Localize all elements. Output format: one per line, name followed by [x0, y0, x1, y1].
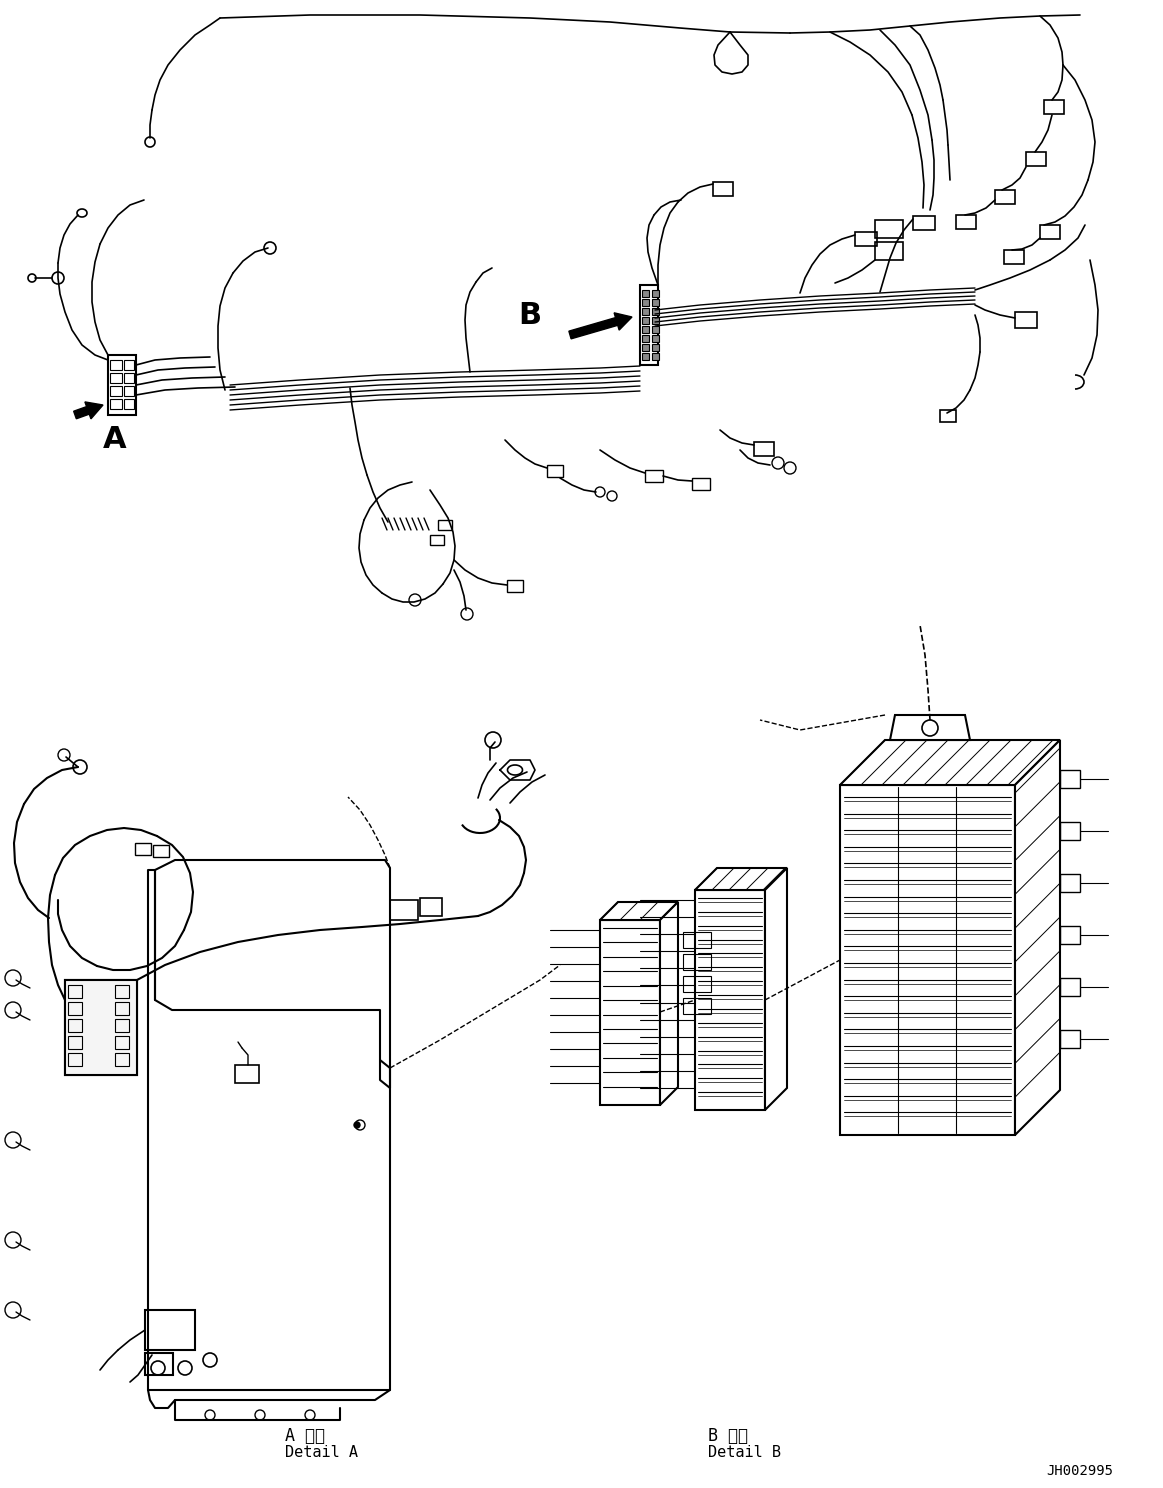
Bar	[124, 399, 134, 409]
Bar	[110, 399, 122, 409]
Bar	[956, 214, 976, 229]
Bar	[652, 344, 659, 351]
Bar	[1015, 312, 1037, 327]
Bar	[420, 897, 442, 917]
Bar	[507, 580, 523, 592]
Bar	[115, 985, 129, 998]
Bar	[145, 1353, 173, 1375]
Polygon shape	[840, 740, 1059, 786]
Bar	[1004, 250, 1023, 263]
Bar	[1059, 1030, 1080, 1048]
Bar	[1040, 225, 1059, 240]
Bar	[67, 1001, 83, 1015]
Polygon shape	[695, 890, 765, 1110]
Bar	[235, 1065, 259, 1083]
Text: Detail A: Detail A	[285, 1445, 358, 1460]
Bar	[1059, 926, 1080, 943]
Bar	[640, 286, 658, 365]
Bar	[875, 243, 902, 260]
Bar	[110, 373, 122, 382]
Bar	[683, 976, 711, 992]
Bar	[547, 464, 563, 478]
Bar	[115, 1036, 129, 1049]
Bar	[652, 308, 659, 315]
Bar	[1044, 100, 1064, 115]
Bar	[713, 182, 733, 196]
Polygon shape	[695, 868, 787, 890]
Bar	[855, 232, 877, 246]
Bar	[683, 998, 711, 1013]
Text: B: B	[519, 301, 542, 329]
Bar	[1059, 978, 1080, 995]
Bar	[135, 844, 151, 856]
Bar	[754, 442, 775, 455]
Bar	[1059, 873, 1080, 891]
Bar	[940, 411, 956, 423]
Text: JH002995: JH002995	[1047, 1464, 1113, 1478]
Bar	[642, 299, 649, 307]
Bar	[642, 335, 649, 342]
Polygon shape	[600, 902, 678, 920]
Text: A: A	[104, 426, 127, 454]
Bar	[1026, 152, 1046, 167]
Bar	[652, 290, 659, 298]
Bar	[124, 385, 134, 396]
Bar	[154, 845, 169, 857]
Bar	[390, 900, 418, 920]
Bar	[652, 317, 659, 324]
Bar	[913, 216, 935, 231]
Bar	[652, 326, 659, 333]
Bar	[145, 1309, 195, 1350]
Bar	[1059, 821, 1080, 841]
Bar	[645, 470, 663, 482]
Bar	[110, 385, 122, 396]
Bar	[124, 360, 134, 371]
Polygon shape	[600, 920, 659, 1106]
Bar	[115, 1054, 129, 1065]
Bar	[430, 536, 444, 545]
Bar	[67, 1054, 83, 1065]
Bar	[65, 981, 137, 1074]
Polygon shape	[1015, 740, 1059, 1135]
Bar	[67, 1036, 83, 1049]
Bar	[875, 220, 902, 238]
Polygon shape	[840, 786, 1015, 1135]
Bar	[115, 1001, 129, 1015]
Bar	[652, 299, 659, 307]
Text: A 詳細: A 詳細	[285, 1427, 324, 1445]
Bar	[642, 290, 649, 298]
Bar	[67, 1019, 83, 1033]
Bar	[692, 478, 709, 490]
FancyArrow shape	[73, 402, 104, 418]
Bar	[642, 308, 649, 315]
Bar	[683, 954, 711, 970]
Bar	[652, 353, 659, 360]
Bar	[438, 519, 452, 530]
Polygon shape	[659, 902, 678, 1106]
Bar	[115, 1019, 129, 1033]
Bar	[996, 190, 1015, 204]
Bar	[124, 373, 134, 382]
FancyArrow shape	[569, 312, 632, 339]
Polygon shape	[765, 868, 787, 1110]
Circle shape	[354, 1122, 361, 1128]
Bar	[652, 335, 659, 342]
Bar	[1059, 769, 1080, 789]
Bar	[683, 931, 711, 948]
Polygon shape	[890, 716, 970, 740]
Text: B 詳細: B 詳細	[708, 1427, 748, 1445]
Bar	[642, 353, 649, 360]
Bar	[65, 981, 137, 1074]
Bar	[67, 985, 83, 998]
Text: Detail B: Detail B	[708, 1445, 782, 1460]
Bar	[110, 360, 122, 371]
Bar	[642, 344, 649, 351]
Bar	[642, 317, 649, 324]
Bar	[108, 356, 136, 415]
Bar	[642, 326, 649, 333]
